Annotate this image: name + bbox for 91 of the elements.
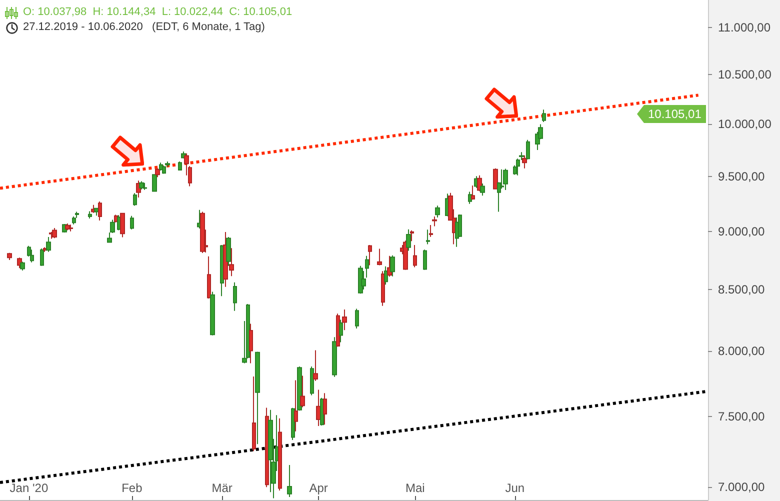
candlestick: [139, 180, 144, 190]
y-tick-label: 7.500,00: [718, 410, 766, 424]
candlestick: [406, 228, 411, 252]
candlestick: [210, 291, 215, 336]
candlestick: [252, 376, 256, 452]
candlestick: [98, 201, 102, 221]
x-tick-label: Mai: [405, 481, 425, 495]
x-tick-label: Apr: [309, 481, 328, 495]
candlestick: [249, 323, 253, 364]
candlestick: [233, 282, 237, 312]
candlestick: [30, 249, 34, 263]
candlestick: [313, 350, 318, 382]
candlestick: [455, 216, 459, 248]
candlestick: [155, 168, 160, 178]
candlestick: [46, 236, 51, 252]
candlestick: [200, 211, 205, 254]
candlestick: [390, 254, 395, 277]
candlestick: [120, 212, 125, 238]
candlestick: [381, 270, 385, 306]
x-tick-label: Jun: [505, 481, 525, 495]
candlestick: [323, 392, 327, 426]
text: O: 10.037,98 H: 10.144,34 L: 10.022,44 C: 10.105,01: [23, 6, 292, 19]
y-tick-label: 8.500,00: [718, 282, 766, 296]
candlestick: [429, 224, 433, 238]
annotation: 10.105,01: [644, 104, 706, 123]
candlestick: [65, 222, 70, 231]
candlestick: [88, 210, 92, 219]
candlestick: [300, 375, 305, 408]
candlestick: [542, 109, 546, 122]
candlestick: [255, 351, 260, 445]
candlestick: [336, 313, 340, 348]
candlestick: [368, 244, 372, 266]
candlestick: [20, 261, 25, 272]
candlestick: [403, 240, 408, 270]
candlestick: [159, 162, 163, 172]
x-tick-label: Feb: [122, 481, 143, 495]
candlestick: [178, 161, 182, 172]
candlestick: [413, 244, 417, 268]
candlestick: [365, 255, 369, 278]
candlestick: [342, 309, 347, 331]
candlestick: [133, 192, 137, 206]
candlestick: [384, 266, 388, 286]
candlestick: [410, 230, 414, 242]
candlestick: [110, 219, 115, 234]
candlestick: [310, 366, 314, 396]
candlestick: [162, 165, 166, 174]
y-tick-label: 7.000,00: [718, 480, 766, 494]
candlestick: [278, 418, 282, 491]
candlestick: [377, 248, 382, 266]
x-tick-label: Mär: [212, 481, 232, 495]
candlestick: [471, 185, 475, 200]
candlestick: [94, 207, 99, 216]
candlestick: [297, 366, 302, 412]
candlestick: [152, 174, 157, 192]
candlestick: [493, 168, 498, 190]
candlestick: [69, 224, 73, 232]
candlestick: [526, 139, 530, 160]
candlestick: [522, 154, 527, 169]
candlestick: [468, 191, 472, 204]
candlestick: [40, 248, 44, 266]
y-tick-label: 11.000,00: [718, 20, 771, 34]
candlestick: [435, 205, 440, 218]
candlestick: [339, 319, 343, 343]
candlestick: [143, 182, 147, 190]
candlestick: [287, 464, 292, 498]
y-tick-label: 10.500,00: [718, 68, 772, 82]
candlestick: [291, 407, 295, 441]
y-tick-label: 9.500,00: [718, 169, 766, 184]
text: 27.12.2019 - 10.06.2020 (EDT, 6 Monate, 1 Tag): [23, 21, 265, 34]
candlestick: [423, 249, 427, 270]
candlestick: [107, 232, 112, 244]
y-tick-label: 10.000,00: [718, 117, 772, 132]
candlestick: [426, 229, 430, 245]
x-tick-label: Jan '20: [10, 481, 48, 495]
candlestick: [130, 215, 134, 230]
candlestick: [503, 168, 508, 190]
candlestick: [246, 304, 250, 359]
candlestick: [207, 256, 211, 299]
candlestick: [52, 227, 57, 239]
candlestick: [294, 380, 298, 432]
y-tick-label: 9.000,00: [718, 224, 766, 238]
candlestick: [355, 308, 359, 329]
candlestick: [332, 336, 337, 378]
candlestick: [226, 236, 231, 266]
y-tick-label: 8.000,00: [718, 344, 766, 358]
candlestick: [72, 216, 76, 225]
candlestick: [316, 389, 321, 426]
candlestick: [361, 270, 366, 290]
candlestick: [480, 182, 485, 196]
candlestick: [432, 216, 437, 227]
candlestick: [7, 252, 12, 260]
